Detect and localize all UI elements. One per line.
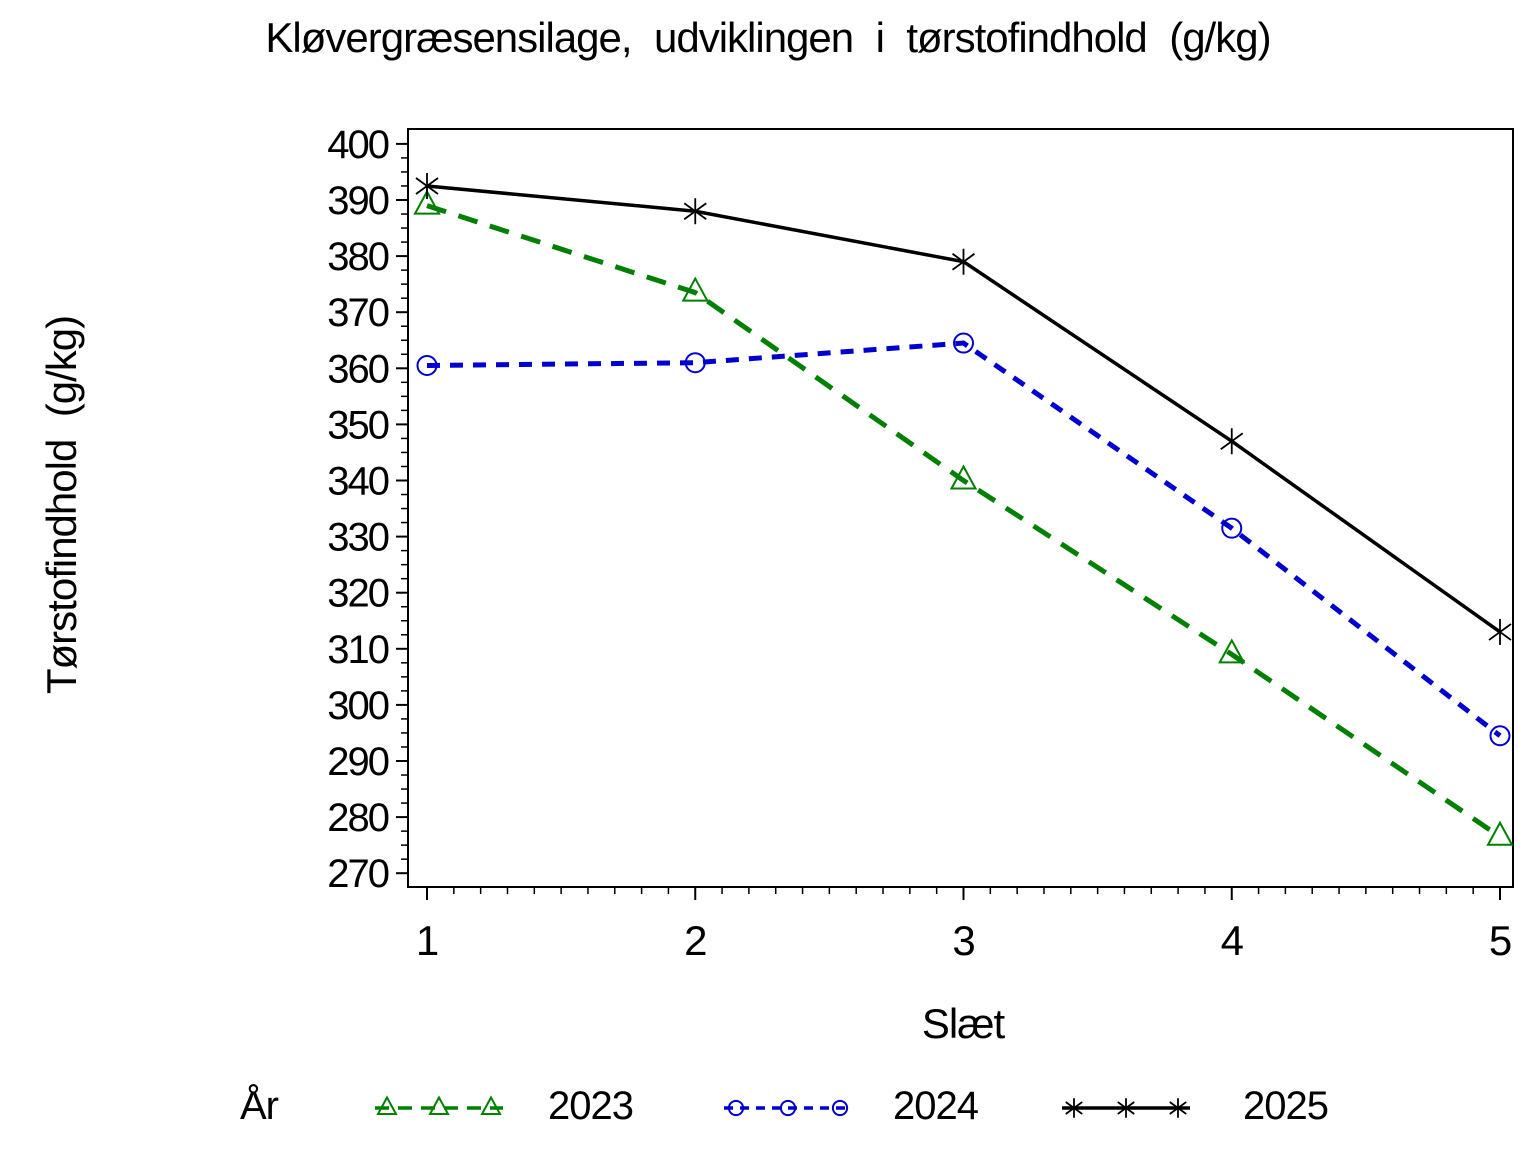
marker-triangle-open (480, 1095, 502, 1115)
marker-triangle-open (1218, 638, 1246, 664)
marker-circle-open (779, 1099, 797, 1117)
marker-triangle-open (1486, 820, 1514, 846)
y-tick-label: 320 (327, 572, 388, 616)
marker-star (1169, 1098, 1187, 1118)
y-tick-label: 330 (327, 516, 388, 560)
marker-circle-open (953, 332, 974, 354)
x-axis-major-ticks (426, 887, 1501, 900)
marker-circle-open (1221, 517, 1243, 539)
legend-label-2025: 2025 (1243, 1084, 1329, 1128)
series-2024-markers (416, 332, 1511, 747)
x-axis-tick-labels: 1 2 3 4 5 (416, 917, 1512, 964)
legend-swatch-2024 (722, 1086, 854, 1130)
y-tick-label: 350 (327, 403, 388, 447)
y-tick-label: 270 (327, 852, 388, 896)
y-axis-minor-ticks (401, 157, 408, 860)
marker-circle-open (684, 352, 706, 374)
marker-circle-open (727, 1099, 745, 1117)
legend-swatch-2025 (1060, 1086, 1192, 1130)
marker-star (1488, 618, 1512, 645)
y-tick-label: 290 (327, 740, 388, 784)
y-tick-label: 360 (327, 347, 388, 391)
marker-star (951, 248, 976, 275)
y-axis-tick-labels: 270 280 290 300 310 320 330 340 350 360 370 380 390 4… (327, 123, 390, 896)
marker-star (1065, 1098, 1083, 1118)
y-tick-label: 390 (327, 179, 388, 223)
y-tick-label: 340 (327, 460, 388, 504)
x-tick-label: 2 (684, 917, 706, 964)
legend-swatch-svg (724, 1099, 852, 1117)
marker-star (415, 172, 439, 199)
series-2025-markers (415, 172, 1512, 645)
marker-triangle-open (428, 1095, 450, 1115)
legend-swatch-svg (1062, 1098, 1190, 1118)
legend-swatch-svg (375, 1095, 503, 1115)
series-2023-markers (413, 189, 1514, 846)
plot-frame (407, 128, 1514, 888)
y-tick-label: 400 (327, 123, 388, 167)
series-2023-line (426, 203, 1502, 839)
y-tick-label: 310 (327, 628, 388, 672)
x-tick-label: 1 (416, 917, 438, 964)
y-axis-major-ticks (396, 142, 408, 875)
x-tick-label: 5 (1489, 917, 1511, 964)
marker-star (683, 198, 707, 225)
legend-label-2023: 2023 (548, 1084, 634, 1128)
marker-triangle-open (376, 1095, 398, 1115)
y-tick-label: 370 (327, 291, 388, 335)
marker-circle-open (1489, 725, 1511, 747)
marker-star (1117, 1098, 1135, 1118)
marker-circle-open (416, 354, 438, 376)
marker-triangle-open (413, 189, 441, 215)
x-axis-title: Slæt (921, 1000, 1005, 1047)
marker-triangle-open (681, 276, 709, 302)
y-tick-label: 300 (327, 684, 388, 728)
y-tick-label: 280 (327, 796, 388, 840)
legend-swatch-2023 (373, 1086, 505, 1130)
x-axis-minor-ticks (453, 887, 1474, 894)
x-tick-label: 4 (1221, 917, 1244, 964)
marker-star (1220, 428, 1244, 455)
marker-triangle-open (949, 464, 978, 490)
series-2024-line (426, 340, 1502, 738)
legend-title: År (240, 1084, 279, 1128)
chart-title: Kløvergræsensilage, udviklingen i tørsto… (265, 14, 1271, 61)
legend-label-2024: 2024 (893, 1084, 979, 1128)
x-tick-label: 3 (952, 917, 974, 964)
marker-circle-open (831, 1099, 849, 1117)
y-tick-label: 380 (327, 235, 388, 279)
